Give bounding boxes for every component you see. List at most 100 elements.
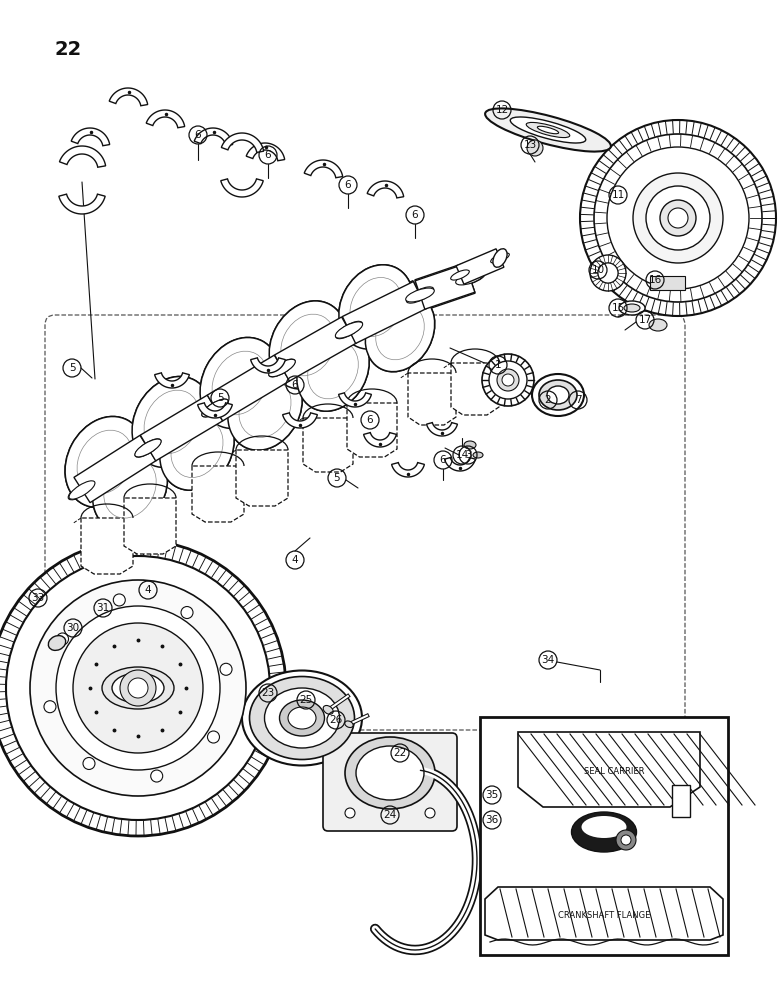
- Polygon shape: [342, 282, 427, 343]
- Polygon shape: [415, 263, 475, 310]
- Ellipse shape: [269, 301, 347, 389]
- Text: 13: 13: [523, 140, 537, 150]
- Polygon shape: [485, 887, 723, 940]
- Ellipse shape: [365, 292, 434, 372]
- Polygon shape: [250, 358, 285, 373]
- Text: SEAL CARRIER: SEAL CARRIER: [583, 768, 644, 776]
- Text: 4: 4: [144, 585, 151, 595]
- Text: 2: 2: [544, 395, 551, 405]
- Ellipse shape: [242, 670, 362, 766]
- Ellipse shape: [201, 398, 229, 418]
- Text: 6: 6: [195, 130, 201, 140]
- Ellipse shape: [102, 667, 174, 709]
- Ellipse shape: [69, 481, 95, 499]
- Text: 17: 17: [638, 315, 651, 325]
- Ellipse shape: [200, 338, 280, 428]
- Ellipse shape: [406, 286, 434, 304]
- Text: 22: 22: [55, 40, 82, 59]
- Circle shape: [425, 808, 435, 818]
- Ellipse shape: [160, 406, 234, 490]
- Circle shape: [56, 633, 69, 645]
- Ellipse shape: [572, 812, 636, 852]
- Text: 14: 14: [456, 450, 469, 460]
- Ellipse shape: [339, 265, 413, 349]
- Circle shape: [120, 670, 156, 706]
- Circle shape: [56, 606, 220, 770]
- Ellipse shape: [250, 676, 354, 760]
- Ellipse shape: [160, 406, 234, 490]
- Ellipse shape: [93, 457, 144, 493]
- Ellipse shape: [239, 383, 265, 409]
- Circle shape: [616, 830, 636, 850]
- Ellipse shape: [335, 322, 363, 338]
- Ellipse shape: [406, 287, 434, 303]
- Ellipse shape: [456, 271, 484, 285]
- Polygon shape: [347, 403, 397, 457]
- Polygon shape: [274, 316, 357, 382]
- Text: 22: 22: [393, 748, 406, 758]
- Ellipse shape: [288, 707, 316, 729]
- Polygon shape: [451, 363, 499, 415]
- Polygon shape: [124, 498, 176, 554]
- Polygon shape: [367, 181, 404, 198]
- Ellipse shape: [228, 366, 302, 450]
- Ellipse shape: [132, 377, 212, 467]
- Ellipse shape: [464, 441, 476, 449]
- Text: 33: 33: [31, 593, 44, 603]
- Circle shape: [6, 556, 270, 820]
- Ellipse shape: [485, 108, 611, 152]
- Text: 1: 1: [495, 360, 502, 370]
- Circle shape: [113, 594, 126, 606]
- Ellipse shape: [135, 439, 161, 457]
- Ellipse shape: [335, 321, 363, 339]
- Circle shape: [151, 770, 163, 782]
- Polygon shape: [222, 133, 264, 152]
- Circle shape: [580, 120, 776, 316]
- Circle shape: [489, 361, 527, 399]
- Ellipse shape: [365, 303, 411, 335]
- Text: 6: 6: [345, 180, 351, 190]
- Text: CRANKSHAFT FLANGE: CRANKSHAFT FLANGE: [558, 910, 651, 920]
- Text: 6: 6: [412, 210, 418, 220]
- Circle shape: [502, 374, 514, 386]
- Ellipse shape: [296, 340, 343, 374]
- Ellipse shape: [375, 306, 401, 332]
- Ellipse shape: [356, 746, 424, 800]
- Ellipse shape: [365, 292, 434, 372]
- Ellipse shape: [202, 399, 229, 417]
- Ellipse shape: [547, 386, 569, 404]
- Circle shape: [668, 208, 688, 228]
- Polygon shape: [207, 354, 290, 422]
- Ellipse shape: [200, 338, 280, 428]
- Ellipse shape: [135, 439, 161, 457]
- Circle shape: [607, 147, 749, 289]
- Ellipse shape: [132, 377, 212, 467]
- Ellipse shape: [48, 636, 66, 650]
- Polygon shape: [672, 785, 690, 817]
- Ellipse shape: [619, 301, 645, 315]
- Polygon shape: [303, 418, 353, 472]
- Circle shape: [621, 835, 631, 845]
- Ellipse shape: [93, 445, 168, 531]
- Ellipse shape: [279, 700, 324, 736]
- Text: 12: 12: [495, 105, 509, 115]
- Polygon shape: [140, 395, 222, 461]
- Ellipse shape: [68, 480, 96, 500]
- Polygon shape: [73, 435, 157, 503]
- Polygon shape: [236, 450, 288, 506]
- Ellipse shape: [202, 399, 229, 417]
- Circle shape: [181, 607, 193, 619]
- Circle shape: [30, 580, 246, 796]
- Polygon shape: [146, 110, 185, 128]
- Polygon shape: [246, 143, 285, 161]
- Bar: [480, 717, 728, 955]
- Circle shape: [207, 731, 219, 743]
- Ellipse shape: [510, 117, 586, 143]
- Ellipse shape: [532, 374, 584, 416]
- Text: 4: 4: [292, 555, 298, 565]
- Polygon shape: [140, 394, 223, 462]
- Text: 36: 36: [485, 815, 498, 825]
- Ellipse shape: [228, 366, 302, 450]
- Polygon shape: [197, 403, 232, 418]
- Ellipse shape: [345, 737, 435, 809]
